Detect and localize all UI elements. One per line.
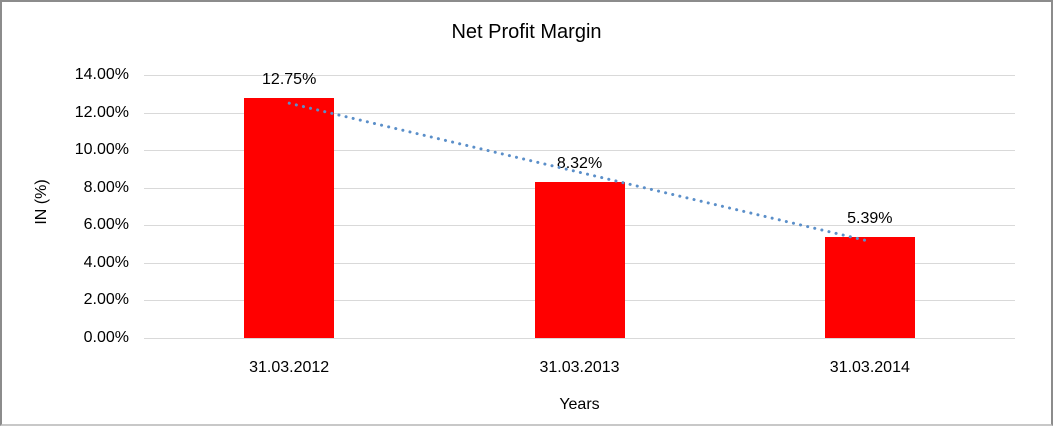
x-tick-label: 31.03.2013 [539,359,620,376]
gridline [144,75,1015,76]
x-tick-label: 31.03.2012 [249,359,330,376]
y-axis-ticks: 14.00% 12.00% 10.00% 8.00% 6.00% 4.00% 2.00% 0.… [2,66,129,346]
y-tick-label: 10.00% [74,141,129,159]
y-tick-label: 2.00% [83,291,129,309]
x-axis-title: Years [559,396,600,413]
bar-data-label: 8.32% [556,155,603,172]
bar-31.03.2014 [824,237,915,338]
x-tick-label: 31.03.2014 [829,359,910,376]
x-axis-ticks: 31.03.2012 31.03.2013 31.03.2014 [144,359,1015,377]
chart-title: Net Profit Margin [451,21,602,43]
gridline [144,112,1015,114]
y-tick-label: 12.00% [74,103,129,121]
y-tick-label: 8.00% [83,178,129,196]
plot-area: 12.75% 8.32% 5.39% [144,71,1015,339]
bar-31.03.2012 [244,98,335,338]
bar-data-label: 12.75% [262,71,317,88]
y-tick-label: 6.00% [83,216,129,234]
y-tick-label: 14.00% [74,66,129,83]
gridline [144,150,1015,152]
y-tick-label: 0.00% [83,329,129,346]
trendline [287,101,872,243]
y-tick-label: 4.00% [83,253,129,271]
gridline [144,338,1015,339]
bar-31.03.2013 [534,182,625,338]
bar-data-label: 5.39% [847,210,893,227]
